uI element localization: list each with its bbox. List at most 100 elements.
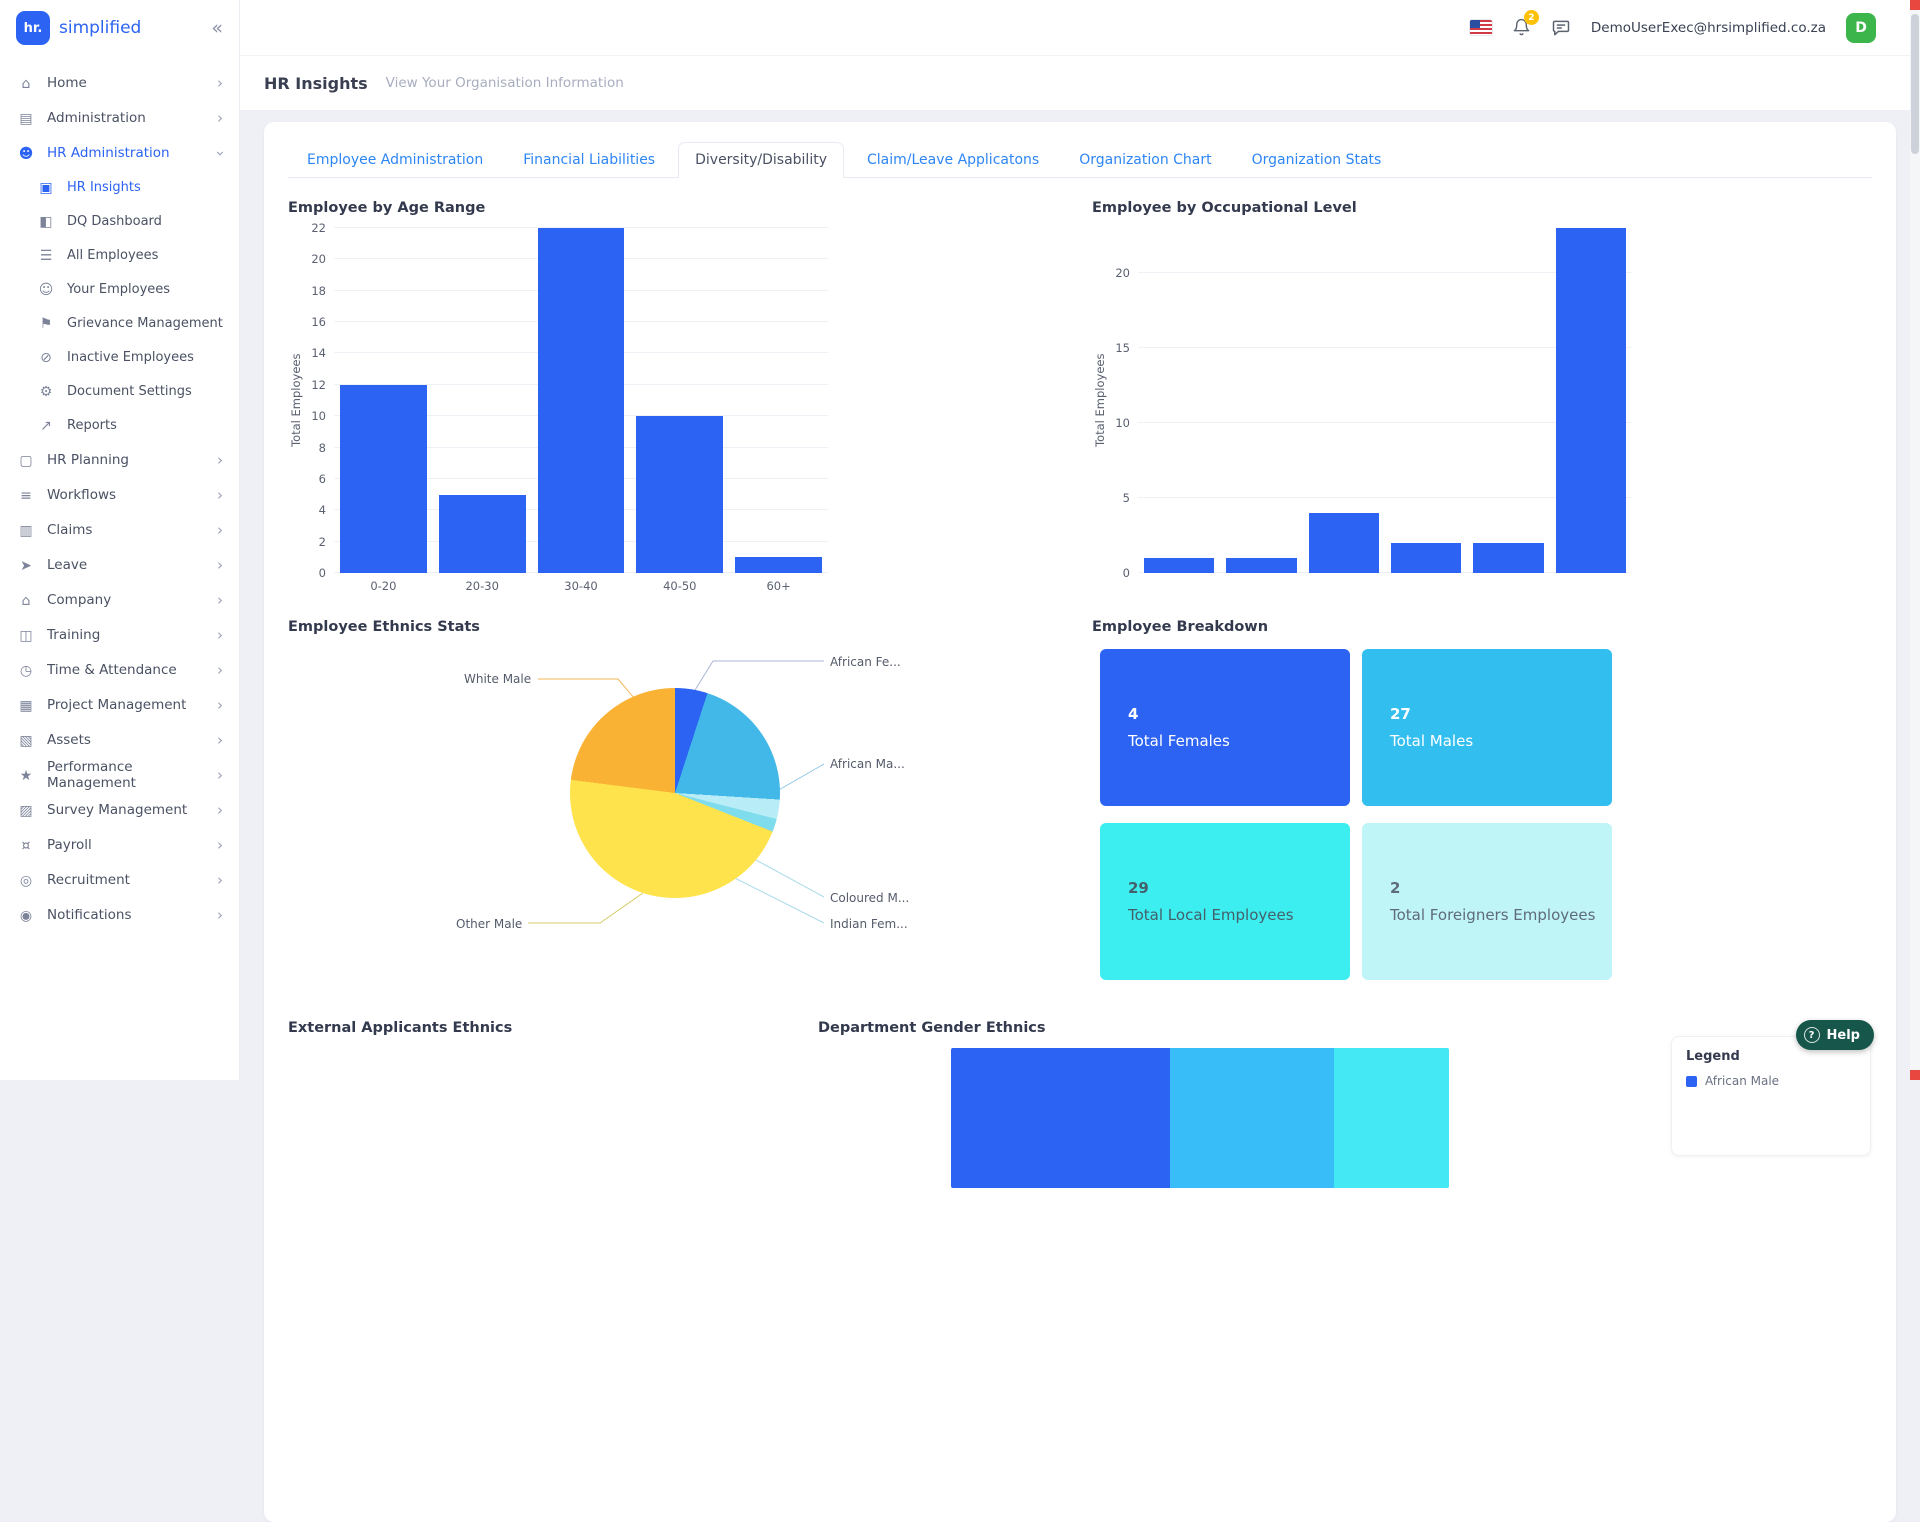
sidebar-item-administration[interactable]: ▤ Administration ›: [0, 101, 239, 136]
tab-employee-administration[interactable]: Employee Administration: [290, 142, 500, 178]
x-tick: 40-50: [636, 579, 723, 593]
card-label: Total Females: [1128, 732, 1350, 750]
chevron-right-icon: ›: [217, 593, 223, 608]
sidebar-item-project-management[interactable]: ▦ Project Management ›: [0, 688, 239, 723]
sidebar-item-your-employees[interactable]: ☺ Your Employees: [0, 273, 239, 307]
chevron-right-icon: ›: [217, 768, 223, 783]
survey-management-icon: ▨: [16, 803, 36, 819]
y-tick: 18: [311, 284, 326, 298]
legend-items: African Male: [1686, 1074, 1856, 1088]
sidebar-item-notifications[interactable]: ◉ Notifications ›: [0, 898, 239, 933]
user-email[interactable]: DemoUserExec@hrsimplified.co.za: [1591, 20, 1826, 36]
reports-icon: ↗: [36, 418, 56, 434]
card-label: Total Local Employees: [1128, 906, 1350, 924]
chart-title: Employee by Age Range: [288, 200, 828, 216]
sidebar-item-leave[interactable]: ➤ Leave ›: [0, 548, 239, 583]
your-employees-icon: ☺: [36, 282, 56, 298]
scrollbar-up-button[interactable]: [1910, 0, 1920, 10]
y-tick: 22: [311, 221, 326, 235]
chevron-right-icon: ›: [217, 838, 223, 853]
main-area: 2 DemoUserExec@hrsimplified.co.za D HR I…: [240, 0, 1920, 1080]
help-button[interactable]: ? Help: [1796, 1020, 1874, 1050]
legend-swatch: [1686, 1076, 1697, 1087]
sidebar-item-home[interactable]: ⌂ Home ›: [0, 66, 239, 101]
chevron-right-icon: ›: [217, 663, 223, 678]
project-management-icon: ▦: [16, 698, 36, 714]
scrollbar-down-button[interactable]: [1910, 1070, 1920, 1080]
x-tick: 20-30: [439, 579, 526, 593]
bar-3: [1391, 543, 1461, 573]
tab-claim-leave-applicatons[interactable]: Claim/Leave Applicatons: [850, 142, 1056, 178]
sidebar-item-reports[interactable]: ↗ Reports: [0, 409, 239, 443]
tab-diversity-disability[interactable]: Diversity/Disability: [678, 142, 844, 178]
notifications-bell-button[interactable]: 2: [1512, 18, 1531, 37]
sidebar-item-performance-management[interactable]: ★ Performance Management ›: [0, 758, 239, 793]
sidebar-item-hr-planning[interactable]: ▢ HR Planning ›: [0, 443, 239, 478]
bar-40-50: [636, 416, 723, 573]
sidebar-item-training[interactable]: ◫ Training ›: [0, 618, 239, 653]
legend-item-african-male: African Male: [1686, 1074, 1856, 1088]
bar-2: [1309, 513, 1379, 573]
sidebar-item-hr-administration[interactable]: ☻ HR Administration ›: [0, 136, 239, 171]
y-tick: 15: [1115, 341, 1130, 355]
x-tick: 60+: [735, 579, 822, 593]
sidebar-item-document-settings[interactable]: ⚙ Document Settings: [0, 375, 239, 409]
sidebar-item-survey-management[interactable]: ▨ Survey Management ›: [0, 793, 239, 828]
sidebar-item-time-attendance[interactable]: ◷ Time & Attendance ›: [0, 653, 239, 688]
legend-title: Legend: [1686, 1049, 1856, 1064]
charts-row-3: External Applicants Ethnics Department G…: [288, 1020, 1872, 1036]
legend-panel: Legend African Male: [1671, 1036, 1871, 1156]
sidebar-item-grievance-management[interactable]: ⚑ Grievance Management: [0, 307, 239, 341]
chevron-right-icon: ›: [217, 523, 223, 538]
sidebar-item-hr-insights[interactable]: ▣ HR Insights: [0, 171, 239, 205]
time-attendance-icon: ◷: [16, 663, 36, 679]
sidebar-collapse-icon[interactable]: «: [211, 19, 223, 38]
sidebar-item-inactive-employees[interactable]: ⊘ Inactive Employees: [0, 341, 239, 375]
x-tick: [1309, 579, 1379, 591]
ethnics-pie-wrap: African Fe... African Ma... Coloured M..…: [288, 643, 1068, 973]
chevron-right-icon: ›: [217, 488, 223, 503]
sidebar-item-dq-dashboard[interactable]: ◧ DQ Dashboard: [0, 205, 239, 239]
section-title: Employee Breakdown: [1092, 619, 1872, 635]
avatar[interactable]: D: [1846, 13, 1876, 43]
chevron-down-icon: ›: [213, 151, 228, 157]
x-tick: [1144, 579, 1214, 591]
department-gender-section: Department Gender Ethnics: [818, 1020, 1872, 1036]
performance-management-icon: ★: [16, 768, 36, 784]
sidebar-item-workflows[interactable]: ≡ Workflows ›: [0, 478, 239, 513]
tab-financial-liabilities[interactable]: Financial Liabilities: [506, 142, 672, 178]
bar-5: [1556, 228, 1626, 573]
chevron-right-icon: ›: [217, 908, 223, 923]
sidebar-item-company[interactable]: ⌂ Company ›: [0, 583, 239, 618]
sidebar-header: hr. simplified «: [0, 0, 239, 56]
scrollbar-thumb[interactable]: [1911, 14, 1919, 154]
y-tick: 0: [1123, 566, 1130, 580]
scrollbar[interactable]: [1910, 0, 1920, 1080]
sidebar-item-all-employees[interactable]: ☰ All Employees: [0, 239, 239, 273]
sidebar-item-recruitment[interactable]: ◎ Recruitment ›: [0, 863, 239, 898]
document-settings-icon: ⚙: [36, 384, 56, 400]
x-tick: [1226, 579, 1296, 591]
x-tick: [1556, 579, 1626, 591]
sidebar-nav: ⌂ Home › ▤ Administration › ☻ HR Adminis…: [0, 56, 239, 933]
language-flag-icon[interactable]: [1470, 20, 1492, 35]
sidebar-item-claims[interactable]: ▥ Claims ›: [0, 513, 239, 548]
hr-planning-icon: ▢: [16, 453, 36, 469]
page-subtitle: View Your Organisation Information: [386, 75, 624, 91]
sidebar-item-assets[interactable]: ▧ Assets ›: [0, 723, 239, 758]
tab-organization-chart[interactable]: Organization Chart: [1062, 142, 1228, 178]
section-title: External Applicants Ethnics: [288, 1020, 818, 1036]
y-tick: 14: [311, 346, 326, 360]
sidebar-item-payroll[interactable]: ¤ Payroll ›: [0, 828, 239, 863]
tab-organization-stats[interactable]: Organization Stats: [1235, 142, 1399, 178]
grievance-management-icon: ⚑: [36, 316, 56, 332]
plot-area: [334, 228, 828, 573]
messages-button[interactable]: [1551, 18, 1571, 38]
y-tick: 20: [311, 252, 326, 266]
legend-label: African Male: [1705, 1074, 1779, 1088]
y-tick: 12: [311, 378, 326, 392]
